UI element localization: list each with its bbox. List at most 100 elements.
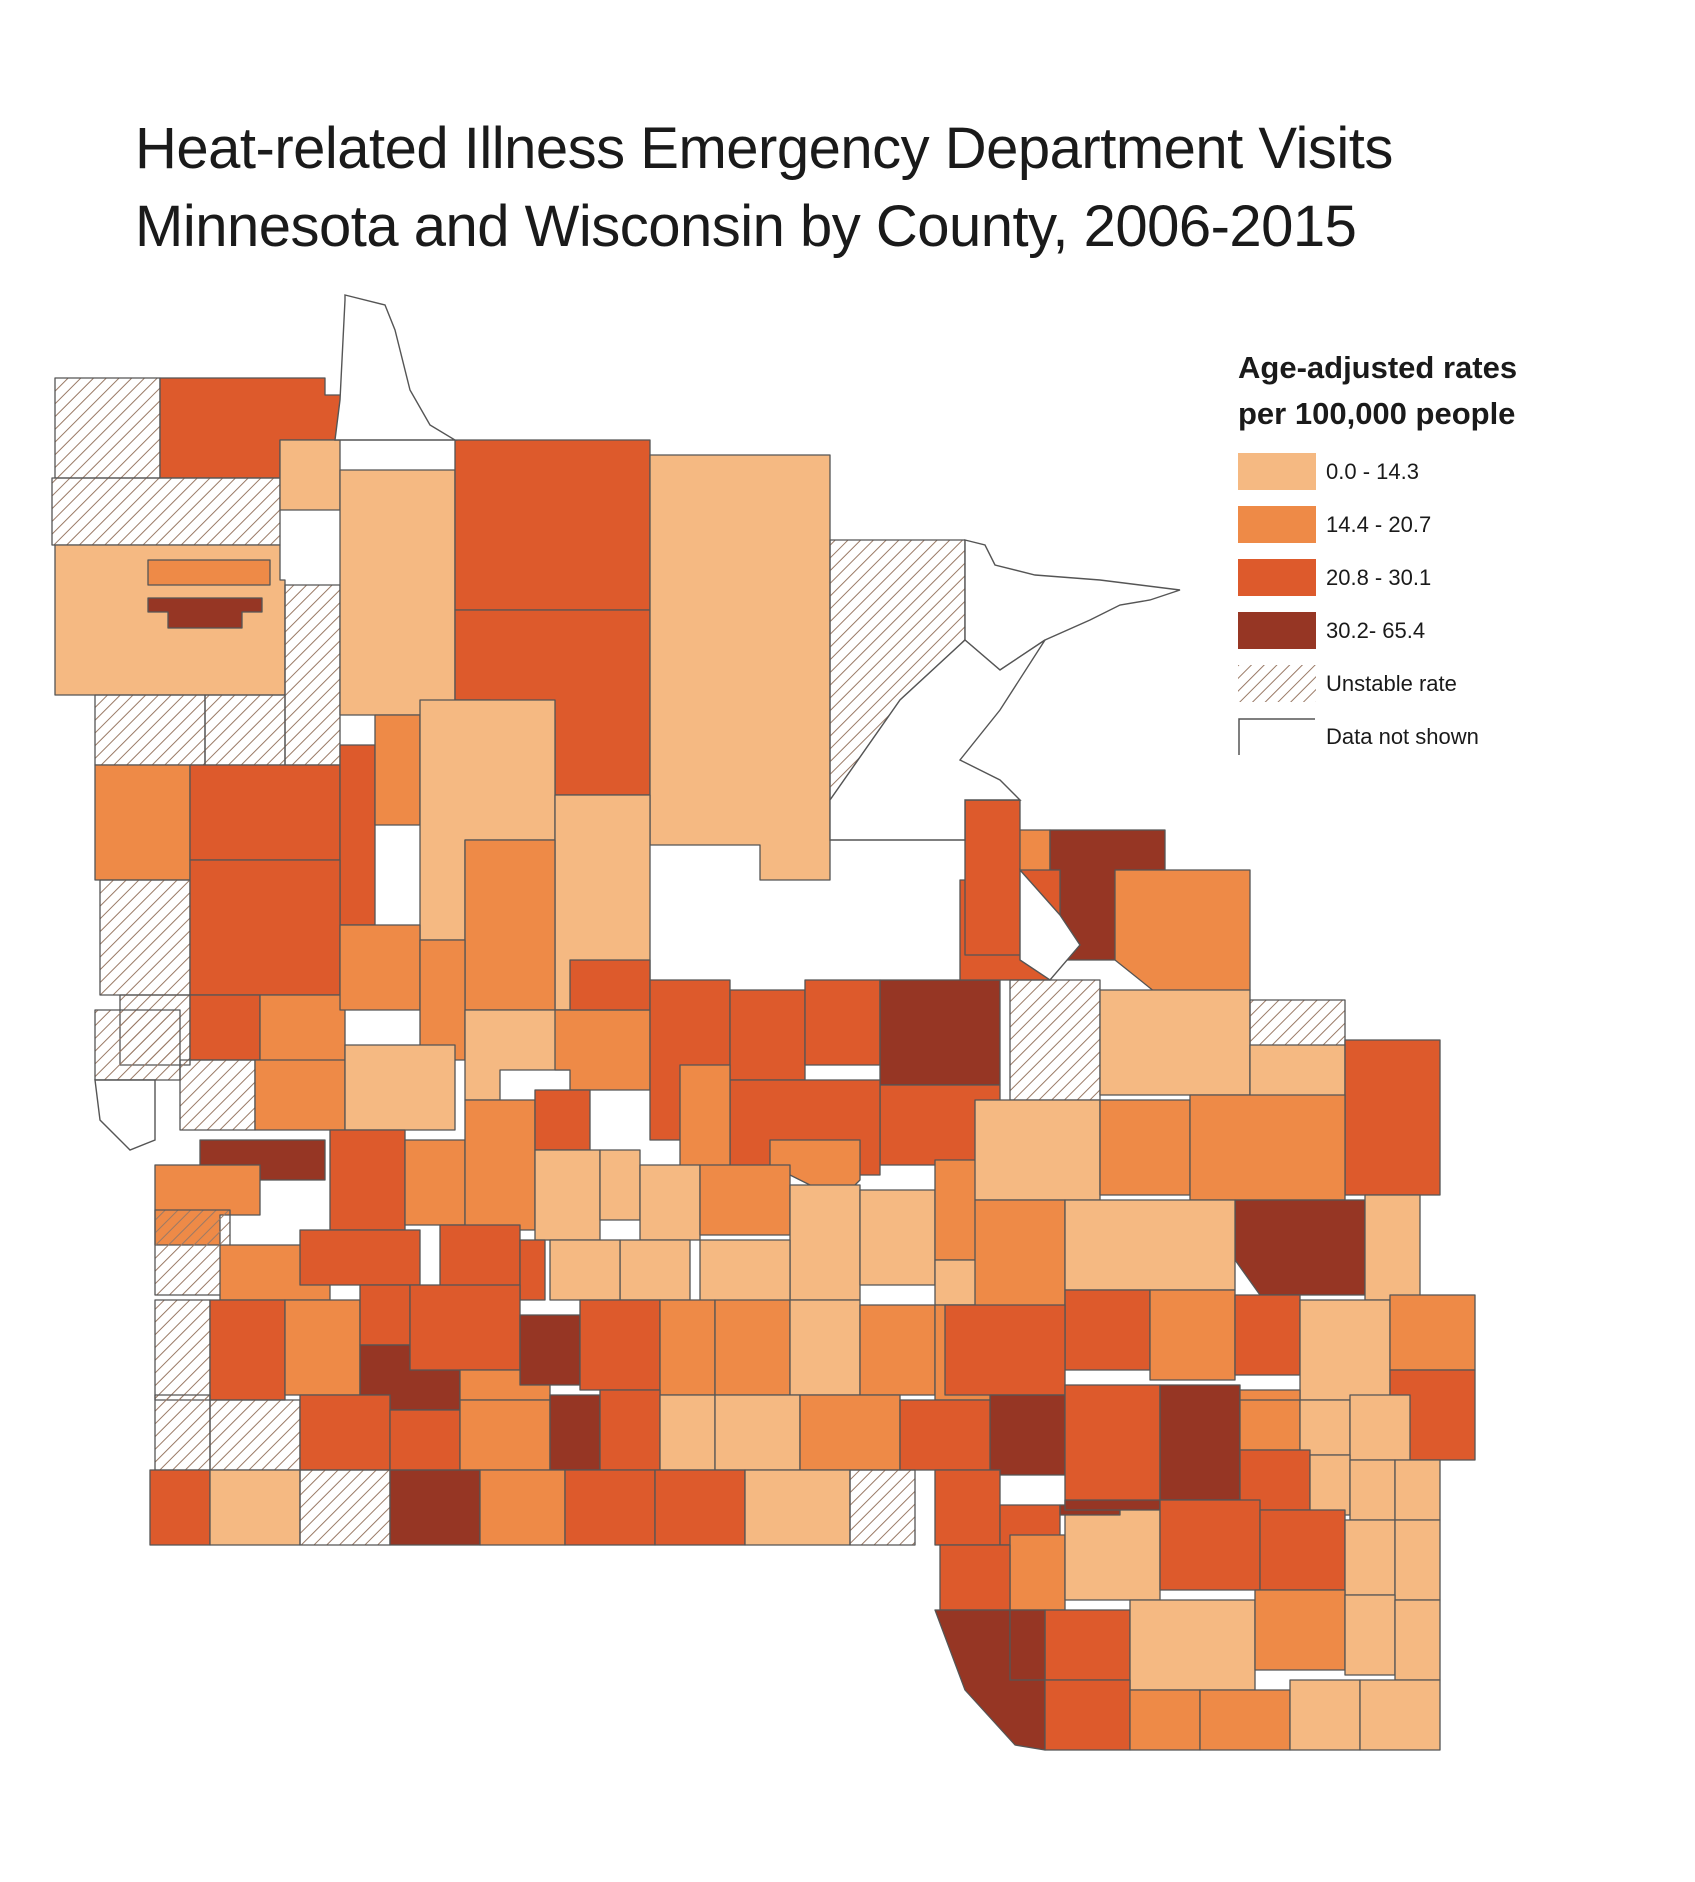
- map-title: Heat-related Illness Emergency Departmen…: [135, 110, 1635, 266]
- legend-swatch-not-shown: [1238, 718, 1316, 755]
- county-150: [1254, 1589, 1346, 1671]
- county-138: [1009, 1534, 1066, 1611]
- county-100: [744, 1469, 851, 1546]
- county-84: [299, 1394, 391, 1471]
- county-49: [464, 1099, 536, 1231]
- county-6: [147, 559, 271, 586]
- legend-item-c2: 14.4 - 20.7: [1238, 506, 1678, 559]
- county-99: [654, 1469, 746, 1546]
- county-90: [714, 1394, 801, 1471]
- county-157: [1289, 1679, 1361, 1751]
- legend-label-c2: 14.4 - 20.7: [1326, 512, 1432, 537]
- county-111: [974, 1099, 1101, 1201]
- county-142: [1159, 1499, 1261, 1591]
- county-95: [299, 1469, 391, 1546]
- county-89: [659, 1394, 716, 1471]
- county-106: [1009, 979, 1101, 1101]
- county-112: [1099, 1099, 1191, 1196]
- county-127: [1159, 1384, 1241, 1501]
- county-15: [374, 714, 421, 826]
- legend-swatch-c4: [1238, 612, 1316, 649]
- county-23: [99, 879, 191, 996]
- county-143: [1259, 1509, 1346, 1591]
- county-121: [1299, 1299, 1391, 1401]
- county-63: [154, 1209, 231, 1296]
- county-158: [1359, 1679, 1441, 1751]
- county-50: [534, 1089, 591, 1151]
- county-59: [549, 1239, 621, 1301]
- county-139: [1064, 1504, 1161, 1601]
- legend-label-c3: 20.8 - 30.1: [1326, 565, 1432, 590]
- legend-swatch-unstable: [1238, 665, 1316, 702]
- county-58: [619, 1239, 691, 1301]
- county-76: [579, 1299, 661, 1391]
- county-156: [1199, 1689, 1291, 1751]
- county-153: [1009, 1609, 1046, 1681]
- county-13: [189, 764, 341, 861]
- county-144: [1344, 1519, 1396, 1596]
- county-30: [94, 1009, 181, 1081]
- legend-item-unstable: Unstable rate: [1238, 665, 1678, 718]
- county-8: [284, 584, 341, 766]
- county-24: [189, 859, 341, 996]
- county-82: [154, 1394, 211, 1471]
- county-26: [189, 994, 261, 1061]
- county-80: [859, 1304, 936, 1396]
- county-28: [339, 924, 421, 1011]
- county-48: [404, 1139, 466, 1226]
- white-area-north-mn: [334, 294, 458, 441]
- county-120: [1234, 1294, 1301, 1376]
- county-122: [1389, 1294, 1476, 1371]
- county-11: [204, 694, 286, 766]
- county-114: [1234, 1199, 1366, 1296]
- county-130: [1299, 1399, 1351, 1456]
- county-133: [1309, 1454, 1351, 1516]
- county-125: [989, 1394, 1066, 1476]
- county-77: [659, 1299, 716, 1396]
- county-149: [1129, 1599, 1256, 1691]
- county-31: [179, 1059, 256, 1131]
- county-78: [714, 1299, 791, 1396]
- county-22: [464, 839, 556, 1011]
- county-154: [1044, 1679, 1131, 1751]
- county-146: [939, 1544, 1011, 1611]
- county-79: [789, 1299, 861, 1396]
- county-34: [464, 1009, 571, 1101]
- county-129: [1239, 1399, 1301, 1451]
- county-51: [534, 1149, 601, 1241]
- county-94: [209, 1469, 301, 1546]
- county-36: [569, 959, 651, 1011]
- county-152: [1394, 1599, 1441, 1681]
- county-119: [1149, 1289, 1236, 1381]
- unshown-areas: [94, 294, 1181, 1151]
- county-38: [729, 989, 806, 1081]
- county-69: [209, 1299, 286, 1401]
- county-7: [147, 597, 263, 629]
- county-65: [299, 1229, 421, 1286]
- legend-swatch-c2: [1238, 506, 1316, 543]
- legend-title-line-2: per 100,000 people: [1238, 396, 1516, 431]
- county-101: [849, 1469, 916, 1546]
- county-70: [284, 1299, 361, 1396]
- legend-item-c1: 0.0 - 14.3: [1238, 453, 1678, 506]
- county-124: [944, 1304, 1066, 1396]
- legend-item-not-shown: Data not shown: [1238, 718, 1678, 771]
- county-33: [344, 1044, 456, 1131]
- county-148: [1044, 1609, 1131, 1681]
- legend-item-c3: 20.8 - 30.1: [1238, 559, 1678, 612]
- county-35: [554, 1009, 651, 1091]
- county-3: [51, 477, 281, 546]
- county-151: [1344, 1594, 1396, 1676]
- county-113: [1189, 1094, 1346, 1201]
- county-55: [789, 1184, 861, 1301]
- county-67: [519, 1239, 546, 1301]
- county-135: [1394, 1459, 1441, 1521]
- county-32: [254, 1059, 346, 1131]
- county-96: [389, 1469, 481, 1546]
- white-area-wi-north: [1019, 868, 1081, 981]
- county-88: [599, 1389, 661, 1471]
- title-line-2: Minnesota and Wisconsin by County, 2006-…: [135, 194, 1357, 259]
- legend: Age-adjusted rates per 100,000 people 0.…: [1238, 345, 1678, 771]
- legend-title: Age-adjusted rates per 100,000 people: [1238, 345, 1678, 437]
